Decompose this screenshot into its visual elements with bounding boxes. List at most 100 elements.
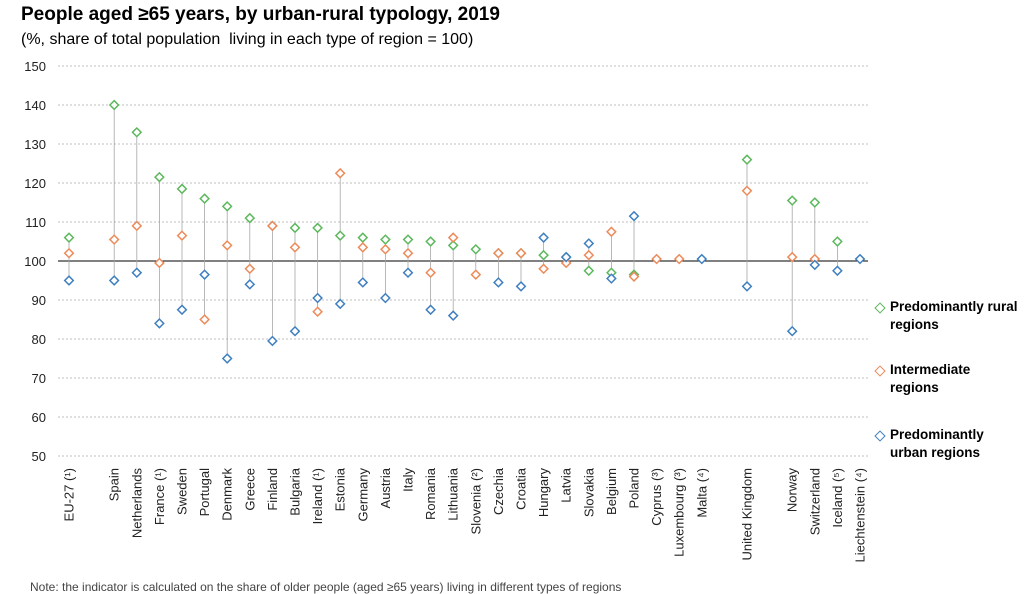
urban-marker xyxy=(154,318,165,329)
legend-item-urban: Predominantly urban regions xyxy=(874,426,1018,462)
urban-marker xyxy=(199,269,210,281)
rural-marker xyxy=(470,243,482,255)
intermediate-marker xyxy=(628,271,640,282)
intermediate-marker xyxy=(515,247,527,259)
rural-marker xyxy=(289,222,301,234)
x-tick-label: Germany xyxy=(355,468,370,522)
urban-marker xyxy=(289,325,301,337)
chart-subtitle: (%, share of total population living in … xyxy=(21,31,474,48)
x-tick-label: Norway xyxy=(785,468,800,513)
y-tick-label-140: 140 xyxy=(24,98,46,113)
legend-item-rural: Predominantly rural regions xyxy=(874,298,1018,334)
x-tick-label: United Kingdom xyxy=(740,468,755,561)
chart-plot: 50 60 70 80 90 100 110 120 130 140 150 EU-27 (¹) Spa… xyxy=(24,59,868,562)
x-tick-label: EU-27 (¹) xyxy=(62,468,77,521)
intermediate-marker xyxy=(267,220,278,232)
rural-marker xyxy=(583,265,595,277)
x-tick-label: Slovakia xyxy=(581,467,596,517)
x-tick-label: Malta (⁴) xyxy=(694,468,709,518)
urban-marker xyxy=(786,325,798,337)
x-tick-label: Spain xyxy=(107,468,122,501)
x-tick-label: Portugal xyxy=(197,468,212,517)
rural-marker xyxy=(402,234,414,245)
rural-marker xyxy=(221,201,233,212)
rural-marker xyxy=(809,197,821,208)
intermediate-marker xyxy=(357,241,369,253)
rural-marker xyxy=(447,240,459,251)
rural-marker xyxy=(357,232,369,243)
rural-marker xyxy=(244,212,256,224)
intermediate-marker xyxy=(199,314,210,325)
chart-title: People aged ≥65 years, by urban-rural ty… xyxy=(21,4,500,25)
legend-label-rural: Predominantly rural regions xyxy=(890,299,1018,332)
y-tick-label-90: 90 xyxy=(32,293,46,308)
x-tick-label: Croatia xyxy=(514,467,529,510)
y-tick-label-130: 130 xyxy=(24,137,46,152)
x-tick-label: Sweden xyxy=(175,468,190,515)
intermediate-marker xyxy=(741,185,753,197)
y-tick-label-110: 110 xyxy=(25,215,46,230)
urban-marker xyxy=(628,210,640,222)
intermediate-marker xyxy=(447,232,459,243)
y-tick-label-100: 100 xyxy=(24,254,46,269)
x-tick-label: Czechia xyxy=(491,467,506,515)
urban-marker xyxy=(267,335,278,347)
x-tick-label: Liechtenstein (⁴) xyxy=(853,468,868,562)
rural-marker xyxy=(131,126,143,138)
intermediate-marker xyxy=(673,253,685,265)
urban-marker xyxy=(560,251,572,263)
urban-marker xyxy=(380,292,391,304)
rural-marker xyxy=(176,183,188,195)
urban-marker xyxy=(108,275,120,286)
urban-marker xyxy=(357,277,369,288)
intermediate-marker xyxy=(402,247,414,259)
legend-item-intermediate: Intermediate regions xyxy=(874,361,1018,397)
x-tick-label: Latvia xyxy=(559,467,574,502)
rural-marker xyxy=(786,195,798,206)
intermediate-marker xyxy=(289,241,301,253)
x-tick-label: France (¹) xyxy=(152,468,167,525)
urban-marker xyxy=(493,277,504,288)
intermediate-marker xyxy=(786,251,798,263)
x-tick-label: Luxembourg (³) xyxy=(672,468,687,557)
intermediate-marker xyxy=(244,263,256,275)
rural-marker xyxy=(380,234,391,245)
urban-marker xyxy=(402,267,414,279)
urban-marker xyxy=(606,273,617,284)
x-tick-label: Hungary xyxy=(536,468,551,518)
rural-marker xyxy=(538,249,549,261)
rural-marker xyxy=(154,171,165,183)
x-tick-label: Romania xyxy=(423,467,438,520)
x-tick-label: Austria xyxy=(378,467,393,508)
rural-marker xyxy=(199,193,210,204)
rural-marker xyxy=(108,99,120,111)
urban-marker xyxy=(334,298,346,310)
intermediate-marker xyxy=(493,247,504,259)
intermediate-marker xyxy=(221,240,233,251)
x-tick-label: Poland xyxy=(627,468,642,508)
urban-marker xyxy=(583,238,595,249)
urban-marker xyxy=(809,259,821,271)
urban-marker xyxy=(696,253,708,265)
x-tick-label: Estonia xyxy=(333,467,348,511)
urban-marker xyxy=(832,265,843,277)
y-tick-label-50: 50 xyxy=(32,449,46,464)
urban-marker xyxy=(221,353,233,364)
x-tick-label: Lithuania xyxy=(446,467,461,521)
rural-marker xyxy=(832,236,843,247)
x-tick-label: Netherlands xyxy=(129,468,144,539)
legend-label-urban: Predominantly urban regions xyxy=(890,427,984,460)
urban-marker xyxy=(425,304,436,316)
x-tick-label: Greece xyxy=(242,468,257,511)
x-tick-label: Switzerland xyxy=(807,468,822,535)
x-tick-label: Belgium xyxy=(604,468,619,515)
intermediate-marker xyxy=(583,249,595,261)
intermediate-marker xyxy=(176,230,188,242)
intermediate-marker xyxy=(154,257,165,269)
urban-marker xyxy=(244,279,256,290)
rural-marker xyxy=(425,236,436,247)
intermediate-marker xyxy=(312,306,323,318)
intermediate-marker xyxy=(334,167,346,179)
intermediate-marker xyxy=(108,234,120,245)
y-tick-label-70: 70 xyxy=(32,371,46,386)
